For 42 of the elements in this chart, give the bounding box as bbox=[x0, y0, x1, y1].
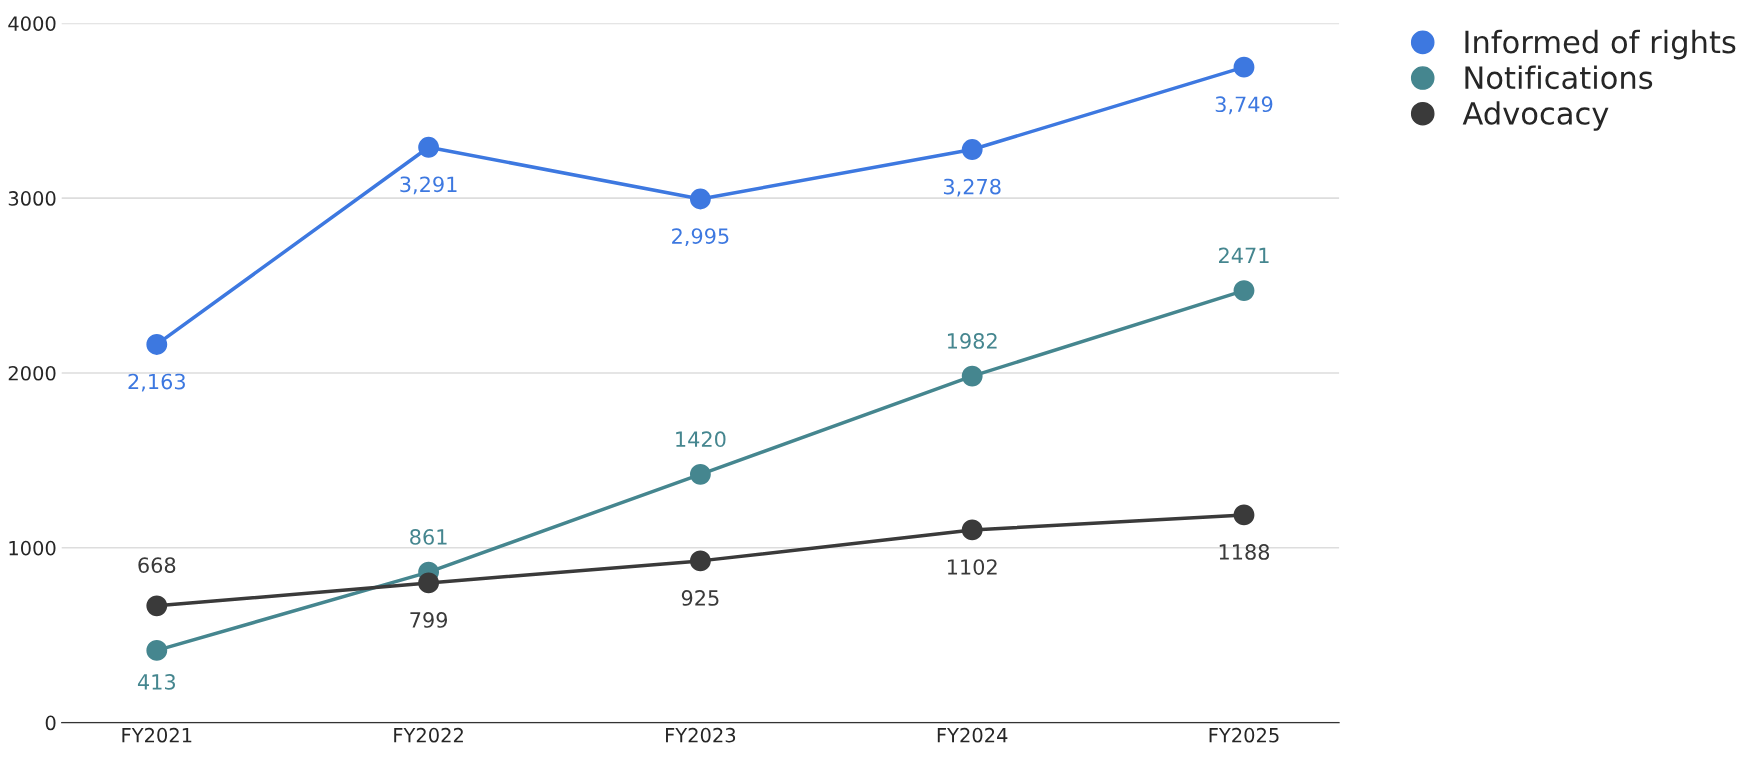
x-tick-label: FY2023 bbox=[666, 727, 736, 743]
data-label: 799 bbox=[410, 612, 448, 628]
point bbox=[1233, 280, 1255, 302]
point bbox=[689, 463, 711, 485]
data-label: 2,163 bbox=[128, 373, 185, 392]
data-label: 925 bbox=[681, 590, 719, 606]
x-tick-label: FY2024 bbox=[937, 727, 1008, 743]
data-label: 668 bbox=[138, 557, 176, 573]
legend-label: Advocacy bbox=[1462, 101, 1609, 131]
data-label: 2471 bbox=[1219, 247, 1269, 264]
y-tick-label: 0 bbox=[45, 715, 56, 731]
y-tick-label: 4000 bbox=[8, 16, 56, 31]
legend-label: Informed of rights bbox=[1465, 29, 1736, 60]
x-tick-label: FY2025 bbox=[1209, 727, 1279, 743]
y-tick-label: 2000 bbox=[8, 365, 56, 381]
x-tick-label: FY2022 bbox=[394, 727, 463, 743]
data-label: 413 bbox=[137, 674, 176, 690]
data-label: 1188 bbox=[1219, 544, 1270, 560]
y-tick-label: 3000 bbox=[8, 191, 56, 206]
point bbox=[1233, 56, 1255, 78]
data-label: 1982 bbox=[947, 333, 997, 349]
point bbox=[146, 334, 168, 355]
point bbox=[689, 188, 711, 210]
legend-label: Notifications bbox=[1465, 65, 1653, 90]
point bbox=[961, 519, 983, 541]
point bbox=[961, 365, 983, 387]
point bbox=[146, 639, 168, 661]
point bbox=[418, 136, 440, 158]
data-label: 3,291 bbox=[400, 176, 457, 195]
point bbox=[1233, 504, 1255, 526]
data-label: 861 bbox=[410, 529, 447, 545]
point bbox=[961, 139, 983, 160]
point bbox=[146, 595, 168, 617]
data-label: 3,278 bbox=[943, 178, 1001, 197]
data-label: 1420 bbox=[676, 431, 726, 448]
y-tick-label: 1000 bbox=[9, 540, 56, 556]
x-tick-label: FY2021 bbox=[122, 727, 192, 743]
data-label: 1102 bbox=[947, 559, 997, 575]
data-label: 3,749 bbox=[1215, 96, 1273, 115]
data-label: 2,995 bbox=[672, 228, 729, 247]
point bbox=[418, 572, 440, 594]
point bbox=[689, 550, 711, 572]
